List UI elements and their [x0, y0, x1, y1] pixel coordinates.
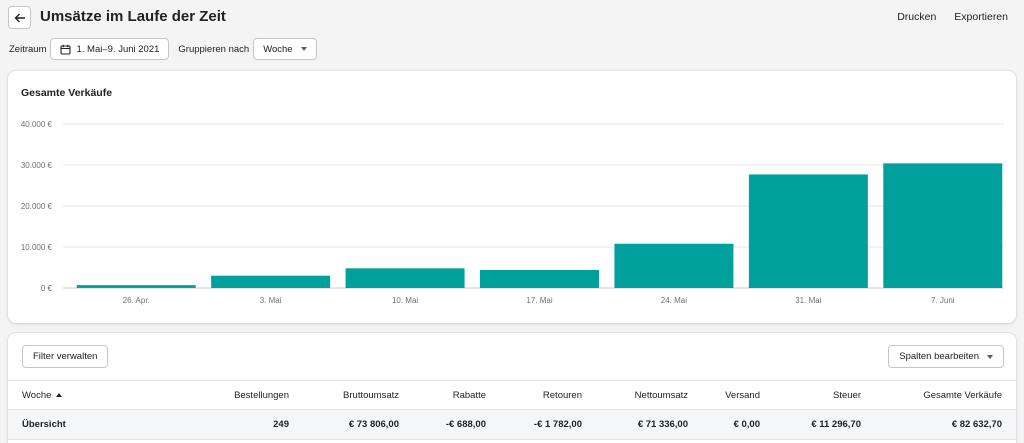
bar — [480, 269, 599, 288]
summary-orders: 249 — [273, 419, 289, 430]
calendar-icon — [60, 44, 72, 55]
edit-columns-button[interactable]: Spalten bearbeiten — [888, 345, 1004, 368]
summary-shipping: € 0,00 — [733, 419, 760, 430]
summary-discounts: -€ 688,00 — [445, 419, 486, 430]
table-header: Woche Bestellungen Bruttoumsatz Rabatte … — [8, 380, 1016, 410]
summary-tax: € 11 296,70 — [811, 419, 861, 430]
export-button[interactable]: Exportieren — [954, 11, 1008, 23]
column-header-week[interactable]: Woche — [22, 381, 63, 410]
y-tick-label: 40.000 € — [21, 120, 53, 129]
date-range-value: 1. Mai–9. Juni 2021 — [76, 43, 160, 55]
chart-title: Gesamte Verkäufe — [21, 87, 113, 99]
column-header-net-sales[interactable]: Nettoumsatz — [634, 390, 688, 401]
group-by-value: Woche — [263, 43, 293, 55]
print-button[interactable]: Drucken — [897, 11, 937, 23]
column-header-tax[interactable]: Steuer — [833, 390, 861, 401]
x-tick-label: 17. Mai — [526, 296, 552, 305]
chevron-down-icon — [300, 47, 307, 51]
sort-ascending-icon — [56, 393, 63, 397]
x-tick-label: 10. Mai — [392, 296, 418, 305]
x-tick-label: 7. Juni — [931, 296, 955, 305]
summary-total-sales: € 82 632,70 — [951, 419, 1002, 430]
bar — [345, 268, 465, 288]
bar — [748, 174, 868, 288]
sales-table-card: Filter verwalten Spalten bearbeiten Woch… — [8, 333, 1016, 443]
table-summary-row: Übersicht 249 € 73 806,00 -€ 688,00 -€ 1… — [8, 410, 1016, 440]
column-header-discounts[interactable]: Rabatte — [452, 390, 486, 401]
x-tick-label: 24. Mai — [661, 296, 687, 305]
bar — [211, 275, 331, 288]
date-range-picker[interactable]: 1. Mai–9. Juni 2021 — [50, 38, 170, 60]
summary-gross-sales: € 73 806,00 — [348, 419, 399, 430]
bar — [614, 243, 734, 288]
column-header-gross-sales[interactable]: Bruttoumsatz — [343, 390, 399, 401]
sales-bar-chart: 0 € 10.000 € 20.000 € 30.000 € 40.000 € 26. A… — [21, 120, 1004, 305]
x-tick-label: 26. Apr. — [123, 296, 150, 305]
chevron-down-icon — [987, 354, 993, 359]
bar — [76, 285, 196, 288]
group-by-label: Gruppieren nach — [178, 43, 250, 55]
group-by-select[interactable]: Woche — [253, 38, 317, 60]
y-tick-label: 30.000 € — [21, 161, 53, 170]
back-button[interactable] — [8, 6, 31, 29]
summary-label: Übersicht — [22, 419, 66, 430]
bar — [883, 163, 1003, 288]
sales-chart-card: Gesamte Verkäufe 0 € 10.000 € 20.000 € 30.0… — [8, 71, 1016, 323]
header-actions: Drucken Exportieren — [897, 11, 1008, 23]
page-title: Umsätze im Laufe der Zeit — [40, 8, 226, 25]
y-tick-label: 0 € — [41, 284, 53, 293]
arrow-left-icon — [14, 13, 25, 22]
report-toolbar: Zeitraum 1. Mai–9. Juni 2021 Gruppieren … — [9, 38, 317, 60]
summary-returns: -€ 1 782,00 — [533, 419, 582, 430]
y-tick-label: 10.000 € — [21, 243, 53, 252]
column-header-shipping[interactable]: Versand — [725, 390, 760, 401]
manage-filters-button[interactable]: Filter verwalten — [22, 345, 109, 368]
column-header-total-sales[interactable]: Gesamte Verkäufe — [923, 390, 1002, 401]
column-header-returns[interactable]: Retouren — [542, 390, 582, 401]
column-header-orders[interactable]: Bestellungen — [234, 390, 289, 401]
x-tick-label: 31. Mai — [795, 296, 821, 305]
edit-columns-label: Spalten bearbeiten — [899, 351, 979, 362]
period-label: Zeitraum — [9, 43, 47, 55]
summary-net-sales: € 71 336,00 — [637, 419, 688, 430]
y-tick-label: 20.000 € — [21, 202, 53, 211]
x-tick-label: 3. Mai — [260, 296, 282, 305]
